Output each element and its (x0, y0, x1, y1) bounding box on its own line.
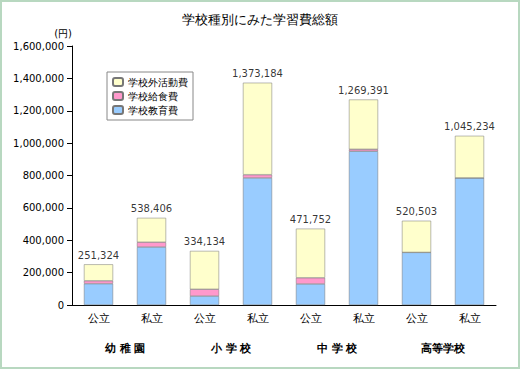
svg-text:学校教育費: 学校教育費 (128, 105, 178, 116)
svg-text:学校給食費: 学校給食費 (128, 91, 178, 102)
svg-text:学校外活動費: 学校外活動費 (128, 77, 188, 88)
svg-text:1,269,391: 1,269,391 (338, 85, 389, 96)
svg-text:200,000: 200,000 (23, 267, 64, 278)
svg-text:小 学 校: 小 学 校 (210, 342, 253, 355)
svg-text:1,373,184: 1,373,184 (232, 68, 283, 79)
svg-text:私立: 私立 (141, 312, 163, 325)
svg-text:私立: 私立 (247, 312, 269, 325)
svg-text:520,503: 520,503 (396, 206, 437, 217)
svg-text:1,600,000: 1,600,000 (13, 41, 64, 52)
svg-text:471,752: 471,752 (290, 214, 331, 225)
svg-text:学校種別にみた学習費総額: 学校種別にみた学習費総額 (182, 12, 338, 27)
svg-text:334,134: 334,134 (184, 236, 225, 247)
svg-text:1,000,000: 1,000,000 (13, 138, 64, 149)
svg-text:400,000: 400,000 (23, 235, 64, 246)
svg-text:公立: 公立 (406, 312, 428, 325)
svg-text:(円): (円) (54, 28, 72, 39)
svg-text:高等学校: 高等学校 (421, 342, 466, 355)
svg-text:0: 0 (58, 300, 64, 311)
svg-text:1,045,234: 1,045,234 (444, 121, 495, 132)
svg-text:私立: 私立 (459, 312, 481, 325)
svg-text:800,000: 800,000 (23, 170, 64, 181)
svg-text:私立: 私立 (353, 312, 375, 325)
svg-text:1,400,000: 1,400,000 (13, 73, 64, 84)
svg-text:538,406: 538,406 (131, 203, 172, 214)
svg-text:600,000: 600,000 (23, 202, 64, 213)
svg-text:251,324: 251,324 (78, 250, 119, 261)
svg-text:公立: 公立 (194, 312, 216, 325)
svg-text:公立: 公立 (88, 312, 110, 325)
svg-text:中 学 校: 中 学 校 (317, 342, 359, 355)
svg-text:幼 稚 園: 幼 稚 園 (104, 342, 146, 355)
svg-text:1,200,000: 1,200,000 (13, 105, 64, 116)
svg-text:公立: 公立 (300, 312, 322, 325)
